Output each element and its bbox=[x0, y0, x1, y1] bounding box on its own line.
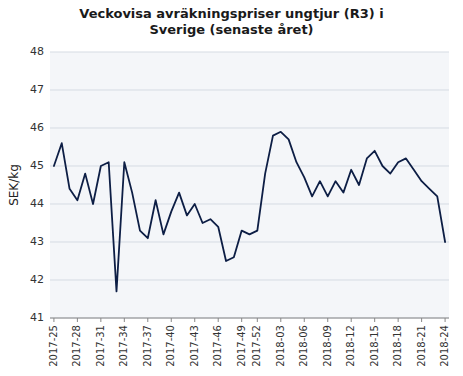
x-tick bbox=[124, 318, 125, 322]
x-tick bbox=[53, 318, 54, 322]
x-tick-label: 2017-49 bbox=[236, 325, 247, 367]
y-tick-label: 41 bbox=[30, 311, 44, 324]
x-axis: 2017-25 2017-28 2017-31 2017-34 2017-37 2017-… bbox=[48, 318, 450, 367]
x-tick-label: 2017-40 bbox=[165, 325, 176, 367]
x-tick-label: 2018-03 bbox=[275, 325, 286, 367]
x-tick bbox=[421, 318, 422, 322]
x-tick bbox=[218, 318, 219, 322]
x-tick bbox=[100, 318, 101, 322]
grid-line bbox=[50, 280, 449, 281]
x-tick-label: 2017-25 bbox=[48, 325, 59, 367]
x-tick-label: 2017-46 bbox=[212, 325, 223, 367]
chart: 41424344454647482017-252017-282017-31201… bbox=[0, 0, 463, 376]
y-axis: 41 42 43 44 45 46 47 48 bbox=[30, 45, 44, 324]
x-tick bbox=[77, 318, 78, 322]
x-tick bbox=[398, 318, 399, 322]
y-tick-label: 48 bbox=[30, 45, 44, 58]
x-tick-label: 2017-34 bbox=[118, 325, 129, 367]
x-tick bbox=[280, 318, 281, 322]
y-tick-label: 45 bbox=[30, 159, 44, 172]
grid-line bbox=[50, 242, 449, 243]
line bbox=[54, 132, 445, 292]
grid-line bbox=[50, 128, 449, 129]
grid-line bbox=[50, 90, 449, 91]
y-tick-label: 47 bbox=[30, 83, 44, 96]
y-axis-label: SEK/kg bbox=[7, 164, 21, 206]
y-tick-label: 46 bbox=[30, 121, 44, 134]
grid-line bbox=[50, 166, 449, 167]
grid-line bbox=[50, 204, 449, 205]
x-tick bbox=[351, 318, 352, 322]
x-tick bbox=[445, 318, 446, 322]
x-tick bbox=[327, 318, 328, 322]
x-tick-label: 2017-43 bbox=[189, 325, 200, 367]
x-tick bbox=[304, 318, 305, 322]
x-tick bbox=[171, 318, 172, 322]
title: Veckovisa avräkningspriser ungtjur (R3) … bbox=[79, 6, 383, 37]
x-tick bbox=[241, 318, 242, 322]
x-tick bbox=[194, 318, 195, 322]
x-tick-label: 2018-24 bbox=[439, 325, 450, 367]
title-line: Sverige (senaste året) bbox=[149, 22, 313, 37]
grid-line bbox=[50, 52, 449, 53]
x-tick bbox=[257, 318, 258, 322]
x-tick-label: 2018-06 bbox=[298, 325, 309, 367]
series bbox=[54, 132, 445, 292]
x-tick-label: 2018-18 bbox=[392, 325, 403, 367]
grid-line bbox=[50, 318, 449, 319]
plot-area bbox=[50, 52, 449, 318]
y-tick-label: 44 bbox=[30, 197, 44, 210]
x-tick-label: 2018-21 bbox=[416, 325, 427, 367]
x-tick-label: 2017-31 bbox=[95, 325, 106, 367]
x-tick-label: 2017-37 bbox=[142, 325, 153, 367]
x-axis-line bbox=[50, 318, 449, 319]
title-line: Veckovisa avräkningspriser ungtjur (R3) … bbox=[79, 6, 383, 21]
x-tick-label: 2018-15 bbox=[369, 325, 380, 367]
x-tick-label: 2018-12 bbox=[345, 325, 356, 367]
x-tick-label: 2018-09 bbox=[322, 325, 333, 367]
y-grid bbox=[50, 52, 449, 318]
x-tick-label: 2017-52 bbox=[251, 325, 262, 367]
y-tick-label: 43 bbox=[30, 235, 44, 248]
x-tick bbox=[374, 318, 375, 322]
x-tick-label: 2017-28 bbox=[71, 325, 82, 367]
x-tick bbox=[147, 318, 148, 322]
y-tick-label: 42 bbox=[30, 273, 44, 286]
